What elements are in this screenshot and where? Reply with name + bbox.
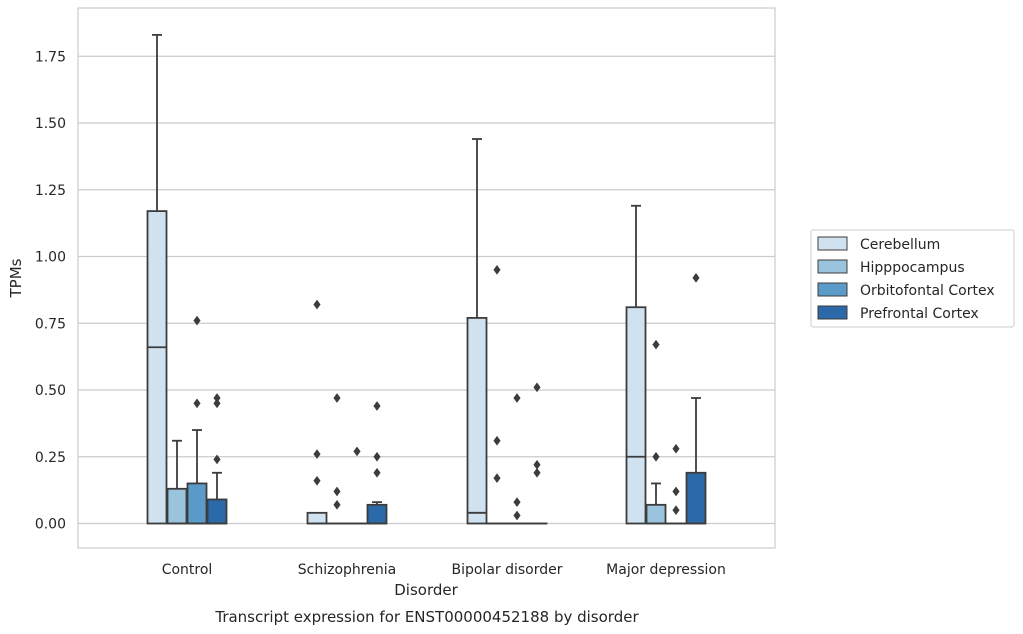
legend-frame [810,229,1015,328]
x-tick-label: Major depression [606,562,726,578]
legend-swatch [817,259,848,274]
outlier-point [513,510,521,521]
y-tick-label: 1.00 [35,250,66,266]
outlier-point [652,339,660,350]
outlier-point [373,451,381,462]
outlier-point [533,467,541,478]
outlier-point [533,382,541,393]
box-3-0 [625,204,647,525]
box-0-3 [206,393,228,525]
y-axis-label: TPMs [7,258,25,298]
box-0-2 [186,315,208,525]
box-3-3 [685,272,707,525]
boxes-layer [146,33,707,525]
outlier-point [513,393,521,403]
outlier-point [672,486,680,497]
legend-swatch [817,305,848,320]
box-body [166,487,188,525]
legend-swatch [817,282,848,297]
outlier-point [513,497,521,508]
box-3-2 [665,443,687,525]
x-tick-label: Bipolar disorder [451,562,562,578]
box-body [366,503,388,525]
outlier-point [313,449,321,460]
x-tick-label: Control [162,562,213,578]
plot-area [78,8,775,548]
outlier-point [373,401,381,411]
plot-frame [77,7,776,549]
y-tick-label: 0.25 [35,450,66,466]
x-tick-labels: Control Schizophrenia Bipolar disorder Majo… [162,562,726,578]
outlier-point [672,443,680,454]
legend: Cerebellum Hipppocampus Orbitofontal Corte… [810,229,1015,328]
legend-label: Prefrontal Cortex [860,306,979,322]
legend-label: Hipppocampus [860,260,965,276]
outlier-point [493,264,501,275]
outlier-point [213,398,221,409]
box-body [645,503,667,525]
outlier-point [313,475,321,486]
box-body [466,317,488,525]
grid-lines [78,55,775,525]
box-body [306,511,328,525]
y-tick-label: 1.50 [35,116,66,132]
box-body [206,498,228,525]
box-body [625,306,647,525]
y-tick-label: 0.50 [35,383,66,399]
box-2-3 [526,382,548,525]
y-tick-labels: 0.00 0.25 0.50 0.75 1.00 1.25 1.50 1.75 [35,49,66,532]
y-tick-label: 1.75 [35,49,66,65]
box-1-0 [306,299,328,525]
legend-label: Cerebellum [860,237,940,253]
box-3-1 [645,339,667,525]
x-tick-label: Schizophrenia [298,562,396,578]
outlier-point [652,451,660,462]
outlier-point [193,398,201,409]
box-body [685,471,707,525]
box-1-2 [346,446,368,525]
outlier-point [213,454,221,465]
box-1-3 [366,401,388,525]
chart-caption: Transcript expression for ENST0000045218… [214,608,639,626]
box-2-0 [466,138,488,525]
box-body [146,210,168,525]
outlier-point [672,505,680,516]
y-tick-label: 0.75 [35,316,66,332]
outlier-point [493,473,501,484]
outlier-point [333,499,341,510]
box-2-2 [506,393,528,525]
legend-swatch [817,236,848,251]
box-body [186,482,208,525]
box-1-1 [326,393,348,525]
box-0-1 [166,439,188,525]
legend-label: Orbitofontal Cortex [860,283,995,299]
box-0-0 [146,33,168,525]
y-tick-label: 1.25 [35,183,66,199]
x-axis-label: Disorder [394,581,458,599]
y-tick-label: 0.00 [35,517,66,533]
outlier-point [373,467,381,478]
box-2-1 [486,264,508,525]
outlier-point [493,435,501,446]
outlier-point [333,393,341,403]
outlier-point [333,486,341,497]
outlier-point [313,299,321,310]
outlier-point [353,446,361,457]
outlier-point [692,272,700,283]
outlier-point [193,315,201,326]
